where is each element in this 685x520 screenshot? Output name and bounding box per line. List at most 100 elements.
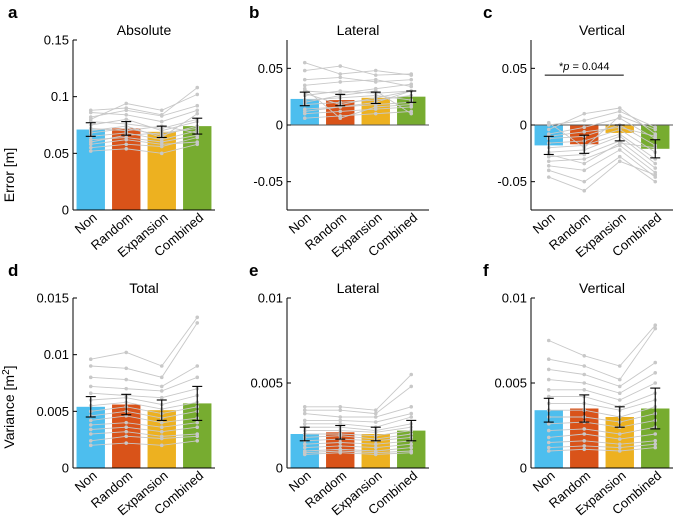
subject-point-c-11-1 <box>582 188 587 193</box>
subject-point-d-4-2 <box>159 395 164 400</box>
subject-point-e-14-2 <box>373 452 378 457</box>
subject-point-b-1-0 <box>302 68 307 73</box>
subject-point-f-2-0 <box>546 367 551 372</box>
subject-point-d-0-3 <box>195 315 200 320</box>
subject-point-a-13-0 <box>88 140 93 144</box>
subject-point-c-10-0 <box>546 168 551 173</box>
subject-point-d-0-1 <box>124 350 129 355</box>
subject-point-c-11-2 <box>617 159 622 164</box>
subject-point-c-0-2 <box>617 109 622 114</box>
subject-line-c-13 <box>548 115 656 149</box>
subject-point-b-0-1 <box>338 72 343 76</box>
subject-point-b-12-3 <box>409 111 414 116</box>
subject-line-d-10 <box>90 422 198 428</box>
subject-point-f-12-3 <box>653 439 658 443</box>
subject-line-e-0 <box>304 374 412 411</box>
subject-line-c-1 <box>548 107 656 135</box>
subject-point-f-4-2 <box>617 398 622 402</box>
subject-point-a-11-2 <box>159 108 164 113</box>
subject-point-e-11-2 <box>373 445 378 450</box>
subject-line-c-2 <box>548 117 656 139</box>
subject-point-d-2-1 <box>124 377 129 382</box>
panel-label-c: c <box>483 3 492 22</box>
subject-point-a-0-2 <box>159 119 164 124</box>
subject-point-e-1-2 <box>373 411 378 416</box>
subject-line-f-10 <box>548 426 656 435</box>
subject-point-d-14-2 <box>159 443 164 448</box>
y-tick-label-d-2: 0.01 <box>44 347 69 362</box>
subject-point-c-0-1 <box>582 118 587 123</box>
subject-point-d-14-3 <box>195 439 200 443</box>
y-tick-label-f-2: 0.01 <box>502 291 527 306</box>
subject-line-a-8 <box>90 139 198 145</box>
subject-point-f-1-0 <box>546 357 551 362</box>
subject-point-e-0-3 <box>409 372 414 377</box>
subject-line-c-12 <box>548 126 656 137</box>
subject-point-c-1-1 <box>582 111 587 116</box>
subject-point-b-3-1 <box>338 80 343 84</box>
subject-point-d-1-3 <box>195 321 200 325</box>
subject-line-d-1 <box>90 322 198 378</box>
subject-point-c-11-0 <box>546 175 551 179</box>
subject-point-a-12-1 <box>124 106 129 110</box>
subject-point-c-2-1 <box>582 125 587 130</box>
subject-line-c-4 <box>548 129 656 153</box>
subject-point-c-10-2 <box>617 154 622 159</box>
subject-line-f-7 <box>548 406 656 418</box>
subject-point-a-1-3 <box>195 103 200 108</box>
y-tick-label-b-0: -0.05 <box>253 174 283 189</box>
subject-line-f-11 <box>548 433 656 440</box>
subject-point-f-4-3 <box>653 381 658 385</box>
subject-line-d-3 <box>90 376 198 392</box>
subject-line-f-3 <box>548 372 656 394</box>
subject-line-f-5 <box>548 392 656 408</box>
subject-point-e-2-1 <box>338 415 343 419</box>
subject-line-b-12 <box>304 90 412 115</box>
subject-point-d-3-2 <box>159 389 164 393</box>
subject-point-c-8-0 <box>546 159 551 164</box>
subject-point-a-8-1 <box>124 137 129 142</box>
subject-point-f-11-1 <box>582 432 587 436</box>
x-tick-label-c-non: Non <box>530 210 558 237</box>
subject-line-f-2 <box>548 362 656 387</box>
subject-point-f-13-1 <box>582 444 587 448</box>
subject-line-d-5 <box>90 395 198 405</box>
subject-point-e-1-3 <box>409 384 414 389</box>
subject-point-f-12-0 <box>546 440 551 445</box>
subject-point-d-13-0 <box>88 439 93 443</box>
subject-line-e-13 <box>304 450 412 454</box>
subject-point-b-3-0 <box>302 83 307 88</box>
y-tick-label-a-2: 0.1 <box>51 89 69 104</box>
subject-line-c-8 <box>548 144 656 173</box>
x-tick-label-f-non: Non <box>530 468 558 495</box>
subject-point-b-10-0 <box>302 116 307 120</box>
subject-point-d-10-2 <box>159 425 164 430</box>
subject-point-b-14-3 <box>409 102 414 107</box>
subject-line-d-7 <box>90 406 198 415</box>
variance-label-end: ] <box>1 365 17 369</box>
subject-line-f-13 <box>548 443 656 449</box>
subject-point-e-14-0 <box>302 452 307 457</box>
panel-title-a: Absolute <box>117 22 172 38</box>
panel-title-b: Lateral <box>337 22 380 38</box>
subject-point-f-2-1 <box>582 372 587 377</box>
subject-point-d-2-3 <box>195 364 200 368</box>
subject-point-b-10-2 <box>373 111 378 116</box>
subject-line-b-14 <box>304 88 412 119</box>
significance-star: * <box>559 61 564 73</box>
y-tick-label-e-0: 0 <box>276 461 283 476</box>
subject-line-e-4 <box>304 416 412 428</box>
x-tick-label-b-non: Non <box>286 210 314 237</box>
subject-point-c-9-1 <box>582 168 587 173</box>
subject-point-b-9-1 <box>338 109 343 114</box>
subject-line-e-11 <box>304 443 412 449</box>
subject-line-e-12 <box>304 447 412 452</box>
subject-point-a-10-3 <box>195 142 200 147</box>
subject-point-c-1-2 <box>617 106 622 110</box>
subject-line-a-4 <box>90 125 198 134</box>
subject-line-a-14 <box>90 113 198 138</box>
subject-line-c-14 <box>548 142 656 164</box>
subject-point-e-0-0 <box>302 405 307 409</box>
subject-point-e-3-0 <box>302 418 307 423</box>
subject-point-b-14-0 <box>302 86 307 91</box>
